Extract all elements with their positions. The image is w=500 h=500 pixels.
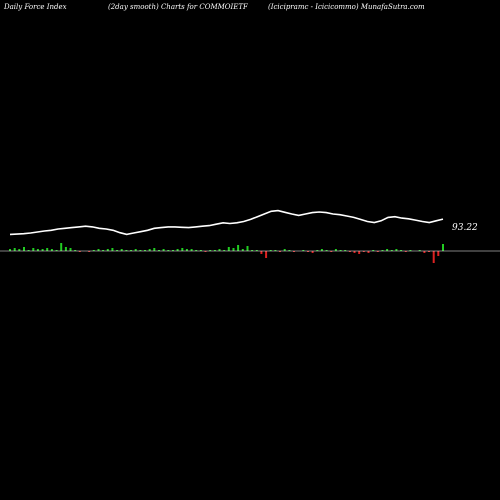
histogram-bar bbox=[204, 251, 207, 252]
histogram-bar bbox=[50, 249, 53, 251]
histogram-bar bbox=[18, 249, 21, 251]
histogram-bar bbox=[404, 251, 407, 252]
histogram-bar bbox=[232, 248, 235, 251]
histogram-bar bbox=[60, 243, 63, 251]
histogram-bar bbox=[195, 250, 198, 251]
histogram-bar bbox=[246, 246, 249, 251]
histogram-bar bbox=[437, 251, 440, 256]
histogram-bar bbox=[9, 249, 11, 251]
histogram-bar bbox=[134, 249, 137, 251]
histogram-bar bbox=[288, 250, 291, 251]
histogram-bar bbox=[395, 249, 398, 251]
histogram-bar bbox=[125, 250, 128, 251]
histogram-bar bbox=[32, 248, 35, 251]
histogram-bar bbox=[334, 249, 337, 251]
histogram-bar bbox=[153, 248, 156, 251]
histogram-bar bbox=[390, 250, 393, 251]
histogram-bar bbox=[283, 249, 286, 251]
chart-header-source: (Icicipramc - Icicicommo) MunafaSutra.co… bbox=[268, 3, 425, 11]
histogram-bar bbox=[213, 250, 216, 251]
histogram-bar bbox=[432, 251, 435, 263]
histogram-bar bbox=[325, 250, 328, 251]
histogram-bar bbox=[423, 251, 426, 253]
histogram-bar bbox=[162, 249, 165, 251]
histogram-bar bbox=[400, 250, 403, 251]
histogram-bar bbox=[46, 248, 49, 251]
histogram-bar bbox=[106, 249, 109, 251]
histogram-bar bbox=[418, 250, 421, 251]
histogram-bar bbox=[348, 251, 351, 252]
histogram-bar bbox=[139, 250, 142, 251]
histogram-bar bbox=[293, 251, 295, 252]
histogram-bar bbox=[241, 249, 244, 251]
histogram-bar bbox=[311, 251, 314, 253]
histogram-bar bbox=[158, 250, 160, 251]
histogram-bar bbox=[227, 247, 230, 251]
histogram-bar bbox=[386, 249, 389, 251]
histogram-bar bbox=[120, 249, 123, 251]
histogram-bar bbox=[274, 250, 277, 251]
last-value-label: 93.22 bbox=[452, 223, 478, 233]
histogram-bar bbox=[255, 250, 258, 251]
histogram-bar bbox=[367, 251, 370, 253]
histogram-bar bbox=[64, 247, 67, 251]
histogram-bars bbox=[9, 243, 444, 263]
histogram-bar bbox=[316, 250, 319, 251]
histogram-bar bbox=[269, 250, 272, 251]
histogram-bar bbox=[260, 251, 263, 254]
histogram-bar bbox=[279, 251, 281, 252]
histogram-bar bbox=[307, 251, 309, 252]
histogram-bar bbox=[330, 251, 333, 252]
histogram-bar bbox=[381, 250, 384, 251]
chart-header-left: Daily Force Index bbox=[4, 3, 67, 11]
histogram-bar bbox=[442, 244, 444, 251]
histogram-bar bbox=[148, 249, 151, 251]
histogram-bar bbox=[13, 248, 16, 251]
histogram-bar bbox=[55, 250, 58, 251]
histogram-bar bbox=[376, 251, 379, 252]
histogram-bar bbox=[176, 249, 179, 251]
histogram-bar bbox=[88, 251, 91, 252]
histogram-bar bbox=[302, 250, 305, 251]
histogram-bar bbox=[362, 251, 365, 252]
chart-header-title: (2day smooth) Charts for COMMOIETF bbox=[108, 3, 248, 11]
histogram-bar bbox=[251, 250, 254, 251]
histogram-bar bbox=[372, 250, 375, 251]
histogram-bar bbox=[144, 250, 146, 251]
histogram-bar bbox=[344, 250, 347, 251]
histogram-bar bbox=[92, 250, 95, 251]
histogram-bar bbox=[181, 248, 184, 251]
histogram-bar bbox=[41, 249, 44, 251]
force-index-line bbox=[9, 209, 444, 236]
histogram-bar bbox=[111, 248, 114, 251]
histogram-bar bbox=[102, 250, 105, 251]
histogram-bar bbox=[353, 251, 356, 253]
histogram-bar bbox=[36, 249, 39, 251]
histogram-bar bbox=[237, 245, 240, 251]
histogram-bar bbox=[74, 250, 77, 251]
histogram-bar bbox=[218, 249, 221, 251]
histogram-bar bbox=[172, 250, 174, 251]
histogram-bar bbox=[428, 251, 430, 252]
histogram-bar bbox=[199, 250, 202, 251]
histogram-bar bbox=[185, 249, 188, 251]
histogram-bar bbox=[358, 251, 361, 254]
histogram-bar bbox=[97, 249, 100, 251]
histogram-bar bbox=[27, 250, 30, 251]
histogram-bar bbox=[409, 250, 412, 251]
histogram-bar bbox=[265, 251, 268, 258]
histogram-bar bbox=[23, 247, 25, 251]
histogram-bar bbox=[190, 249, 193, 251]
histogram-bar bbox=[223, 250, 226, 251]
histogram-bar bbox=[69, 248, 72, 251]
histogram-bar bbox=[130, 250, 133, 251]
histogram-bar bbox=[167, 250, 170, 251]
histogram-bar bbox=[209, 250, 212, 251]
histogram-bar bbox=[339, 250, 342, 251]
histogram-bar bbox=[78, 251, 81, 252]
histogram-bar bbox=[320, 249, 323, 251]
histogram-bar bbox=[116, 250, 119, 251]
